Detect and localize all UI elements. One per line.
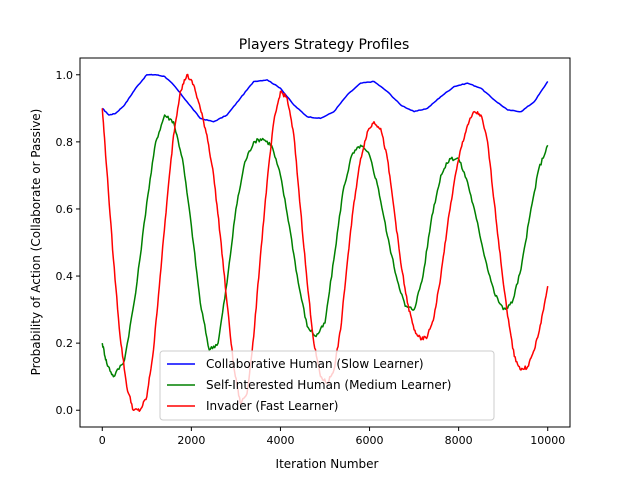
legend-label-1: Collaborative Human (Slow Learner) [206,357,424,371]
x-tick-label: 8000 [445,434,473,447]
y-tick-label: 0.4 [56,270,74,283]
series-line-2 [101,114,549,378]
axes-frame [79,57,571,428]
y-tick-label: 1.0 [56,69,74,82]
x-tick-label: 0 [99,434,106,447]
y-axis: 0.0 0.2 0.4 0.6 0.8 1.0 [56,69,80,417]
x-axis: 0 2000 4000 6000 8000 10000 [99,427,565,447]
x-tick-label: 6000 [356,434,384,447]
legend-label-2: Self-Interested Human (Medium Learner) [206,378,451,392]
y-tick-label: 0.2 [56,337,74,350]
legend-label-3: Invader (Fast Learner) [206,399,339,413]
chart-title: Players Strategy Profiles [239,37,410,53]
x-tick-label: 4000 [266,434,294,447]
x-tick-label: 10000 [530,434,565,447]
legend: Collaborative Human (Slow Learner) Self-I… [159,350,495,421]
x-tick-label: 2000 [177,434,205,447]
y-axis-label: Probability of Action (Collaborate or Pa… [29,109,43,376]
x-axis-label: Iteration Number [276,457,379,471]
legend-box [159,350,495,421]
y-tick-label: 0.6 [56,203,74,216]
series-line-1 [101,73,549,123]
y-tick-label: 0.8 [56,136,74,149]
y-tick-label: 0.0 [56,404,74,417]
